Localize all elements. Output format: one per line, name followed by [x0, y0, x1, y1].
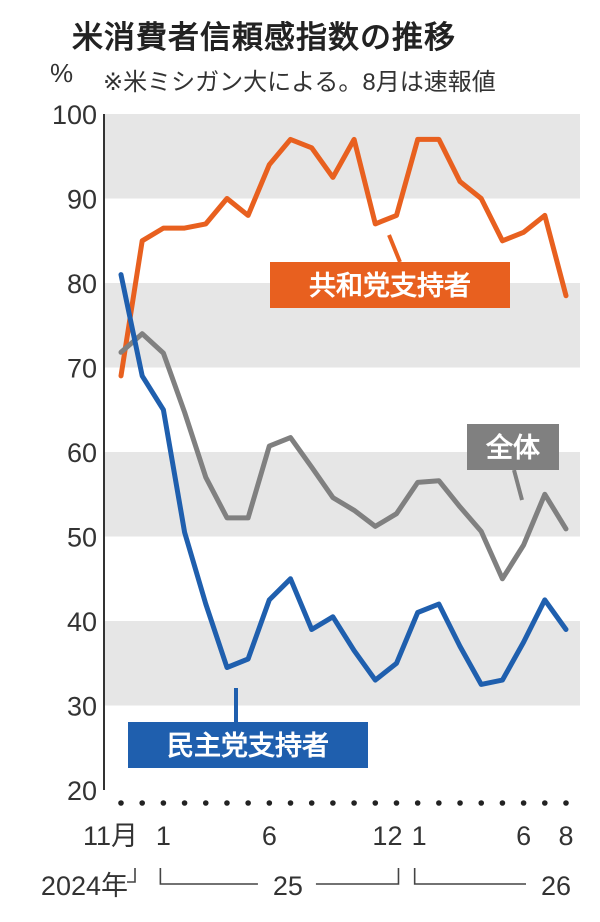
y-tick-label: 70 — [67, 354, 97, 384]
year-label: 25 — [273, 871, 303, 901]
series-line-1 — [118, 331, 569, 582]
x-tick-label: 11月 — [83, 821, 138, 851]
x-month-dot — [372, 800, 379, 806]
x-month-dot — [542, 800, 548, 806]
year-label: 26 — [541, 871, 571, 901]
year-bracket — [413, 868, 526, 885]
series-label: 共和党支持者 — [309, 271, 471, 302]
x-month-dot — [245, 800, 251, 806]
x-month-dot — [393, 800, 400, 806]
series-line-2 — [118, 272, 569, 687]
y-unit-label: % — [50, 58, 74, 88]
x-tick-label: 1 — [412, 821, 427, 851]
x-month-dot — [181, 800, 188, 806]
series-label: 全体 — [485, 432, 541, 464]
series-label-box — [270, 262, 510, 308]
year-bracket — [127, 868, 136, 883]
chart-subtitle: ※米ミシガン大による。8月は速報値 — [103, 69, 496, 96]
x-tick-label: 6 — [516, 821, 531, 851]
x-tick-label: 1 — [156, 821, 171, 851]
x-tick-label: 8 — [558, 821, 573, 851]
x-month-dot — [351, 800, 357, 806]
x-month-dot — [414, 800, 421, 806]
x-month-dot — [160, 800, 167, 806]
x-month-dot — [266, 800, 273, 806]
series-label: 民主党支持者 — [167, 731, 329, 762]
year-bracket — [159, 868, 400, 885]
y-tick-label: 40 — [67, 607, 97, 637]
x-month-dot — [118, 800, 124, 806]
series-leader-line — [387, 234, 402, 263]
x-month-dot — [308, 800, 315, 806]
y-tick-label: 60 — [67, 438, 97, 468]
x-month-dot — [139, 800, 145, 806]
y-tick-label: 20 — [67, 776, 97, 806]
x-month-dot — [224, 800, 230, 806]
series-line-0 — [118, 136, 569, 379]
x-month-dot — [457, 800, 463, 806]
x-month-dot — [436, 800, 442, 806]
x-month-dot — [330, 800, 336, 806]
x-month-dot — [478, 800, 485, 806]
x-tick-label: 12 — [372, 821, 402, 851]
y-tick-label: 50 — [67, 523, 97, 553]
y-tick-label: 80 — [67, 269, 97, 299]
x-month-dot — [563, 800, 569, 806]
series-leader-line — [512, 469, 524, 501]
x-tick-label: 6 — [262, 821, 277, 851]
year-label: 2024年 — [41, 871, 128, 901]
y-tick-label: 30 — [67, 692, 97, 722]
series-label-box — [467, 424, 559, 470]
chart-title: 米消費者信頼感指数の推移 — [72, 20, 456, 55]
series-label-box — [128, 722, 368, 768]
x-month-dot — [499, 800, 506, 806]
y-tick-label: 100 — [52, 100, 97, 130]
x-month-dot — [287, 800, 294, 806]
y-tick-label: 90 — [67, 185, 97, 215]
x-month-dot — [520, 800, 527, 806]
x-month-dot — [202, 800, 209, 806]
